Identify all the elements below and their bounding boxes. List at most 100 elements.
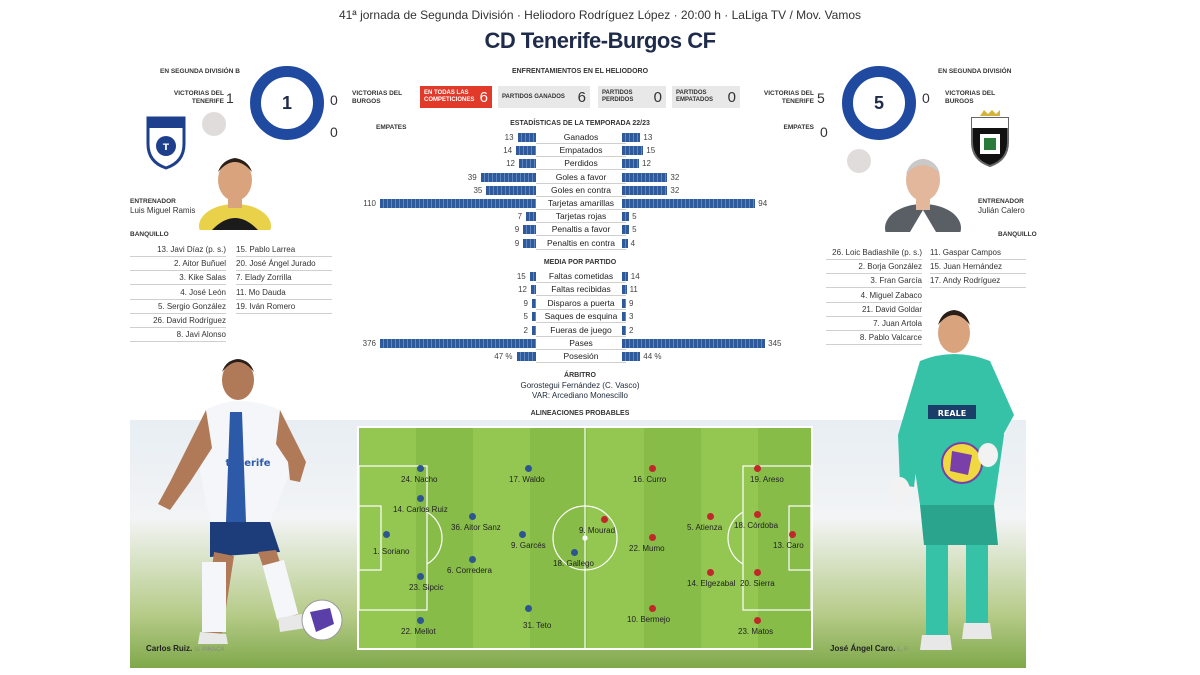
bench-player: 2. Borja González [826, 260, 922, 275]
away-stat-value: 44 % [643, 352, 662, 362]
bench-player: 8. Javi Alonso [130, 328, 226, 343]
jose-angel-caro-photo: REALE [890, 310, 1014, 650]
away-stat-value: 345 [768, 339, 782, 348]
left-bench-label: BANQUILLO [130, 231, 169, 238]
away-player-marker [754, 569, 761, 576]
referee-name: Gorostegui Fernández (C. Vasco) [520, 381, 640, 390]
vs-burgos-label: VICTORIAS DEL BURGOS [352, 90, 402, 105]
stat-label: Perdidos [536, 157, 626, 171]
away-player-marker [649, 534, 656, 541]
per-match-title: MEDIA POR PARTIDO [543, 259, 617, 266]
away-stat-bar [622, 225, 630, 235]
stat-row: Saques de esquina 5 3 [376, 310, 786, 324]
away-stat-bar [622, 272, 628, 281]
home-stat-value: 35 [473, 185, 483, 195]
away-stat-bar [622, 133, 641, 142]
right-caption-credit: L. F. [897, 647, 909, 653]
away-player-name: 13. Caro [773, 541, 804, 550]
pill-label: EN TODAS LAS COMPETICIONES [424, 90, 475, 103]
away-player-name: 16. Curro [633, 475, 667, 484]
home-stat-bar [518, 159, 536, 169]
stat-label: Pases [536, 337, 626, 350]
home-player-marker [383, 531, 390, 538]
away-stat-value: 32 [670, 185, 680, 195]
right-section-label: EN SEGUNDA DIVISIÓN [938, 68, 1012, 75]
season-stats-title: ESTADÍSTICAS DE LA TEMPORADA 22/23 [510, 120, 650, 127]
bench-player: 4. José León [130, 286, 226, 300]
stat-row: Tarjetas amarillas 110 94 [363, 197, 786, 210]
left-coach-photo [199, 158, 271, 230]
home-stat-bar [531, 285, 536, 295]
away-player-marker [707, 569, 714, 576]
left-coach-name: Luis Miguel Ramis [130, 206, 196, 215]
bench-player: 13. Javi Díaz (p. s.) [130, 243, 226, 257]
svg-text:tenerife: tenerife [226, 458, 271, 469]
home-player-marker [417, 573, 424, 580]
left-section-label: EN SEGUNDA DIVISIÓN B [160, 68, 240, 75]
bench-player: 15. Juan Hernández [930, 260, 1026, 275]
stat-label: Penaltis a favor [536, 223, 626, 237]
away-stat-bar [622, 285, 627, 295]
head-to-head-pill: EN TODAS LAS COMPETICIONES 6 [420, 86, 492, 108]
away-player-marker [649, 605, 656, 612]
head-to-head-title: ENFRENTAMIENTOS EN EL HELIODORO [511, 68, 649, 75]
away-stat-bar [622, 298, 626, 308]
head-to-head-pill: PARTIDOS PERDIDOS 0 [598, 86, 666, 108]
home-stat-value: 13 [504, 133, 514, 142]
home-player-name: 18. Gallego [553, 559, 594, 568]
pill-value: 0 [727, 88, 736, 106]
right-wins-value: 5 [817, 90, 825, 106]
svg-text:T: T [163, 143, 170, 153]
stat-row: Perdidos 12 12 [376, 157, 786, 171]
away-player-name: 18. Córdoba [734, 521, 779, 530]
left-draws-value: 0 [330, 124, 338, 140]
away-player-name: 14. Elgezabal [687, 579, 736, 588]
bench-player: 3. Fran García [826, 274, 922, 289]
home-stat-value: 376 [362, 339, 376, 348]
left-ring-value: 1 [281, 92, 292, 113]
stat-label: Tarjetas amarillas [536, 197, 626, 210]
home-stat-bar [380, 339, 536, 348]
stat-row: Penaltis a favor 9 5 [376, 223, 786, 237]
home-stat-bar [523, 225, 536, 235]
lineups-title: ALINEACIONES PROBABLES [530, 410, 630, 417]
match-subtitle: 41ª jornada de Segunda División · Heliod… [338, 8, 862, 22]
home-stat-bar [517, 133, 536, 142]
left-decor-circle [202, 112, 226, 136]
away-player-marker [754, 511, 761, 518]
stat-label: Faltas cometidas [536, 270, 626, 283]
away-player-marker [601, 516, 608, 523]
home-stat-bar [529, 272, 536, 281]
away-stat-value: 13 [643, 133, 653, 142]
home-stat-value: 9 [523, 298, 528, 308]
away-stat-value: 32 [670, 172, 680, 182]
away-stat-bar [622, 339, 766, 348]
home-stat-value: 14 [503, 146, 513, 156]
home-stat-bar [480, 172, 536, 182]
away-stat-value: 15 [646, 146, 656, 156]
away-player-marker [707, 513, 714, 520]
right-decor-circle [847, 149, 871, 173]
lineup-pitch: 24. Nacho 17. Waldo 14. Carlos Ruiz 36. Ait… [357, 426, 813, 650]
right-draws-label: EMPATES [783, 124, 814, 131]
left-photo-caption: Carlos Ruiz. U. PIRACA [146, 644, 224, 653]
home-player-name: 22. Mellot [401, 627, 436, 636]
home-player-marker [525, 605, 532, 612]
bench-player: 15. Pablo Larrea [236, 243, 332, 257]
right-coach-photo [885, 159, 961, 232]
empates-label: EMPATES [376, 124, 407, 131]
right-coach-name: Julián Calero [978, 206, 1025, 215]
stat-label: Ganados [536, 131, 626, 144]
stat-label: Disparos a puerta [536, 297, 626, 310]
right-caption-name: José Ángel Caro. [830, 644, 896, 653]
home-stat-value: 9 [514, 225, 520, 235]
stat-row: Faltas cometidas 15 14 [376, 270, 786, 283]
right-burgos-label: VICTORIAS DEL BURGOS [945, 90, 995, 105]
home-stat-bar [526, 212, 536, 222]
tenerife-crest-icon: T [146, 116, 186, 170]
away-stat-value: 9 [629, 298, 634, 308]
home-stat-bar [532, 312, 536, 322]
away-player-name: 19. Areso [750, 475, 784, 484]
right-wins-label: VICTORIAS DEL TENERIFE [763, 90, 814, 105]
left-wins-ring: 1 [250, 66, 324, 140]
